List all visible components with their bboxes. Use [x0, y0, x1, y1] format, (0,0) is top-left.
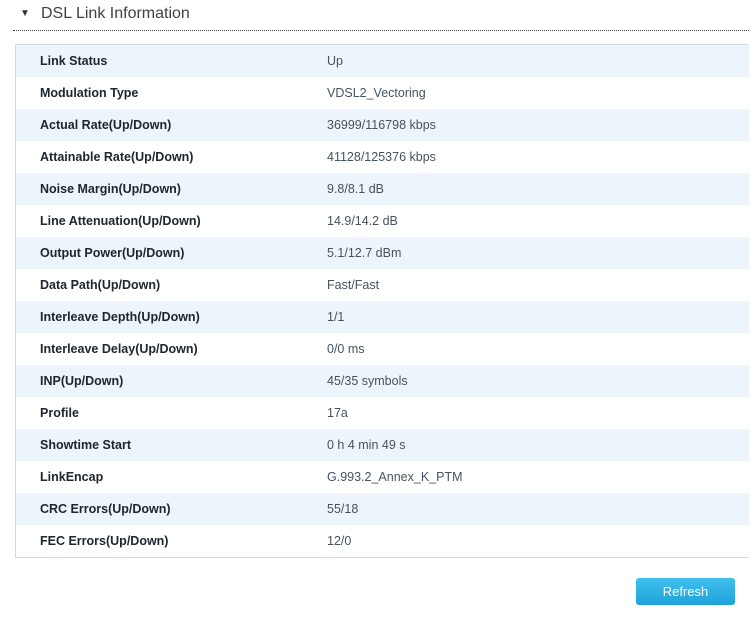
row-value: 5.1/12.7 dBm	[327, 246, 401, 260]
table-row: Link Status Up	[16, 45, 749, 77]
table-row: Modulation Type VDSL2_Vectoring	[16, 77, 749, 109]
row-value: 55/18	[327, 502, 358, 516]
row-value: 12/0	[327, 534, 351, 548]
row-label: Modulation Type	[16, 86, 327, 100]
row-label: Showtime Start	[16, 438, 327, 452]
row-label: INP(Up/Down)	[16, 374, 327, 388]
refresh-button[interactable]: Refresh	[636, 578, 735, 605]
dsl-link-info-table: Link Status Up Modulation Type VDSL2_Vec…	[15, 44, 749, 558]
table-row: Interleave Depth(Up/Down) 1/1	[16, 301, 749, 333]
row-value: 0 h 4 min 49 s	[327, 438, 406, 452]
dotted-divider	[13, 30, 749, 31]
row-value: 41128/125376 kbps	[327, 150, 436, 164]
row-value: 9.8/8.1 dB	[327, 182, 384, 196]
row-value: Fast/Fast	[327, 278, 379, 292]
row-label: CRC Errors(Up/Down)	[16, 502, 327, 516]
table-row: Profile 17a	[16, 397, 749, 429]
row-label: Noise Margin(Up/Down)	[16, 182, 327, 196]
row-value: VDSL2_Vectoring	[327, 86, 426, 100]
row-label: Interleave Delay(Up/Down)	[16, 342, 327, 356]
row-value: 1/1	[327, 310, 344, 324]
row-value: 45/35 symbols	[327, 374, 408, 388]
table-row: LinkEncap G.993.2_Annex_K_PTM	[16, 461, 749, 493]
row-label: Actual Rate(Up/Down)	[16, 118, 327, 132]
table-row: FEC Errors(Up/Down) 12/0	[16, 525, 749, 557]
row-label: Data Path(Up/Down)	[16, 278, 327, 292]
row-label: Line Attenuation(Up/Down)	[16, 214, 327, 228]
row-value: Up	[327, 54, 343, 68]
section-title: DSL Link Information	[41, 3, 190, 24]
row-label: Interleave Depth(Up/Down)	[16, 310, 327, 324]
section-header[interactable]: ▼ DSL Link Information	[20, 3, 190, 24]
row-value: 14.9/14.2 dB	[327, 214, 398, 228]
row-value: 17a	[327, 406, 348, 420]
table-row: Showtime Start 0 h 4 min 49 s	[16, 429, 749, 461]
row-label: FEC Errors(Up/Down)	[16, 534, 327, 548]
table-row: Line Attenuation(Up/Down) 14.9/14.2 dB	[16, 205, 749, 237]
table-row: INP(Up/Down) 45/35 symbols	[16, 365, 749, 397]
table-row: Interleave Delay(Up/Down) 0/0 ms	[16, 333, 749, 365]
collapse-triangle-icon[interactable]: ▼	[20, 3, 41, 24]
row-label: Link Status	[16, 54, 327, 68]
row-value: G.993.2_Annex_K_PTM	[327, 470, 463, 484]
row-value: 36999/116798 kbps	[327, 118, 436, 132]
row-label: Attainable Rate(Up/Down)	[16, 150, 327, 164]
table-row: Data Path(Up/Down) Fast/Fast	[16, 269, 749, 301]
table-row: Noise Margin(Up/Down) 9.8/8.1 dB	[16, 173, 749, 205]
table-row: CRC Errors(Up/Down) 55/18	[16, 493, 749, 525]
row-label: Output Power(Up/Down)	[16, 246, 327, 260]
table-row: Attainable Rate(Up/Down) 41128/125376 kb…	[16, 141, 749, 173]
row-label: Profile	[16, 406, 327, 420]
table-row: Actual Rate(Up/Down) 36999/116798 kbps	[16, 109, 749, 141]
row-value: 0/0 ms	[327, 342, 365, 356]
row-label: LinkEncap	[16, 470, 327, 484]
table-row: Output Power(Up/Down) 5.1/12.7 dBm	[16, 237, 749, 269]
